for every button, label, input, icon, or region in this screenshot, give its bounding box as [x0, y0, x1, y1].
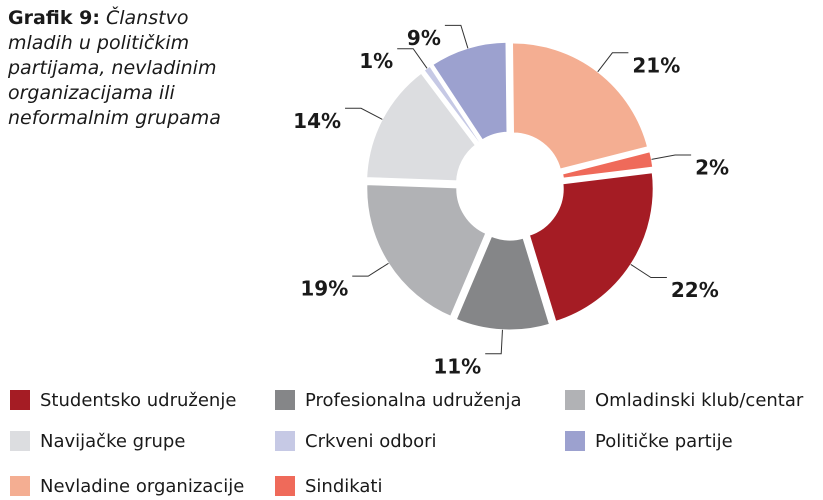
pie-slice	[364, 69, 479, 184]
legend-swatch	[565, 390, 585, 410]
legend-label: Omladinski klub/centar	[595, 390, 804, 411]
pie-slice	[429, 39, 510, 144]
legend-label: Profesionalna udruženja	[305, 390, 522, 411]
pie-slice	[420, 62, 483, 146]
value-label: 21%	[632, 53, 680, 77]
pie-slice	[526, 169, 656, 325]
value-label: 14%	[293, 109, 341, 133]
legend-swatch	[275, 431, 295, 451]
pie-slice	[559, 148, 656, 181]
leader-line	[630, 264, 667, 278]
legend-swatch	[275, 476, 295, 496]
leader-line	[597, 52, 629, 73]
legend-label: Sindikati	[305, 476, 382, 497]
leader-line	[352, 262, 389, 277]
value-label: 1%	[359, 49, 393, 73]
legend-label: Nevladine organizacije	[40, 476, 244, 497]
chart-title-block: Grafik 9: Članstvo mladih u političkim p…	[8, 6, 258, 131]
legend-label: Političke partije	[595, 431, 733, 452]
leader-line	[651, 154, 692, 160]
title-number: Grafik 9:	[8, 7, 100, 29]
value-label: 2%	[695, 155, 729, 179]
value-label: 9%	[407, 26, 441, 50]
value-label: 19%	[300, 277, 348, 301]
leader-line	[485, 329, 503, 355]
leader-line	[345, 107, 383, 120]
legend-label: Crkveni odbori	[305, 431, 437, 452]
pie-slice	[509, 40, 651, 173]
leader-line	[397, 48, 428, 69]
legend-swatch	[10, 390, 30, 410]
legend-swatch	[10, 431, 30, 451]
value-label: 22%	[671, 278, 719, 302]
chart-title: Članstvo mladih u političkim partijama, …	[8, 7, 221, 129]
value-label: 11%	[433, 354, 481, 378]
legend-swatch	[275, 390, 295, 410]
legend-label: Studentsko udruženje	[40, 390, 236, 411]
legend-label: Navijačke grupe	[40, 431, 185, 452]
legend-swatch	[565, 431, 585, 451]
leader-line	[444, 24, 469, 49]
legend-swatch	[10, 476, 30, 496]
pie-slice	[453, 233, 553, 333]
pie-slice	[364, 182, 489, 320]
